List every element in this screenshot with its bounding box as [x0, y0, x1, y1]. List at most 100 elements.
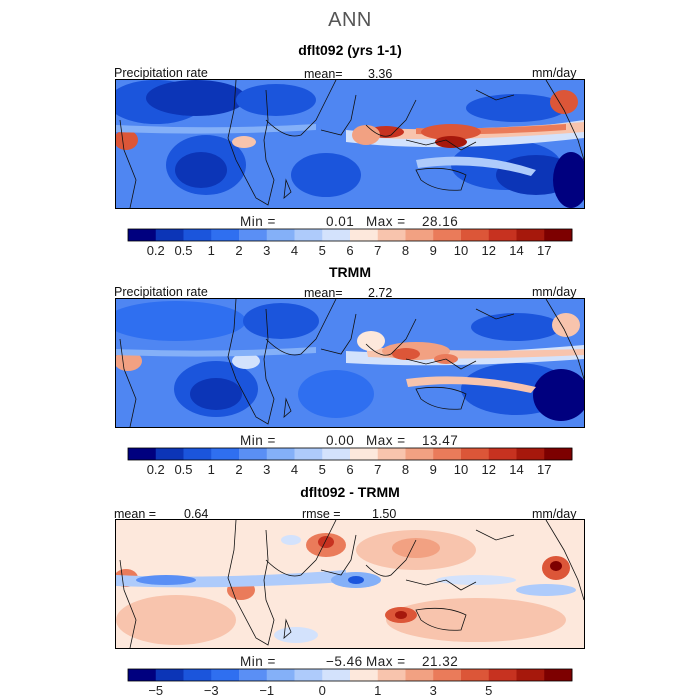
colorbar-tick-label: 9 [430, 243, 437, 258]
colorbar-tick-label: 7 [374, 243, 381, 258]
panel-1-map [115, 79, 585, 209]
panel-1-min-label: Min = [240, 214, 276, 229]
panel-2-mean-label: mean= [304, 286, 343, 300]
panel-3-map [115, 519, 585, 649]
colorbar-tick-label: −3 [204, 683, 219, 698]
colorbar-swatch [239, 229, 268, 241]
colorbar-swatch [461, 229, 490, 241]
colorbar-tick-label: 1 [208, 462, 215, 477]
panel-1-colorbar-svg: 0.2 0.5 1 2 3 4 5 6 7 8 9 10 12 14 17 [127, 228, 573, 258]
colorbar-tick-label: 2 [235, 462, 242, 477]
colorbar-tick-label: 1 [208, 243, 215, 258]
colorbar-swatch [266, 229, 295, 241]
colorbar-swatch [350, 448, 379, 460]
panel-2-variable-label: Precipitation rate [114, 285, 208, 299]
colorbar-swatch [488, 448, 517, 460]
colorbar-swatch [266, 669, 295, 681]
panel-3-title: dflt092 - TRMM [300, 484, 400, 500]
colorbar-tick-label: 9 [430, 462, 437, 477]
colorbar-tick-label: 7 [374, 462, 381, 477]
colorbar-tick-label: 3 [263, 462, 270, 477]
panel-2-max-label: Max = [366, 433, 406, 448]
colorbar-swatch [266, 448, 295, 460]
colorbar-swatch [183, 669, 212, 681]
panel-2-colorbar-svg: 0.2 0.5 1 2 3 4 5 6 7 8 9 10 12 14 17 [127, 447, 573, 477]
colorbar-swatch [155, 669, 184, 681]
colorbar-tick-label: 5 [319, 462, 326, 477]
panel-2-min-label: Min = [240, 433, 276, 448]
colorbar-swatch [155, 448, 184, 460]
colorbar-border [127, 668, 573, 682]
colorbar-tick-label: 2 [235, 243, 242, 258]
panel-3-max-value: 21.32 [422, 654, 459, 669]
panel-1-colorbar: 0.2 0.5 1 2 3 4 5 6 7 8 9 10 12 14 17 [127, 228, 573, 261]
panel-3-mean-label: mean = [114, 507, 157, 521]
colorbar-swatch [128, 229, 157, 241]
colorbar-swatch [350, 229, 379, 241]
colorbar-swatch [128, 669, 157, 681]
colorbar-tick-label: 3 [430, 683, 437, 698]
panel-2-max-value: 13.47 [422, 433, 459, 448]
colorbar-swatch [405, 669, 434, 681]
panel-2-title: TRMM [329, 264, 371, 280]
panel-1-mean-label: mean= [304, 67, 343, 81]
panel-3-colorbar-svg: −5 −3 −1 0 1 3 5 [127, 668, 573, 698]
colorbar-swatch [211, 229, 240, 241]
colorbar-swatch [350, 669, 379, 681]
colorbar-border [127, 447, 573, 461]
colorbar-swatch [544, 229, 573, 241]
colorbar-swatch [377, 669, 406, 681]
panel-2-mean-value: 2.72 [368, 286, 393, 300]
panel-1-variable-label: Precipitation rate [114, 66, 208, 80]
panel-1-mean-value: 3.36 [368, 67, 393, 81]
colorbar-swatch [377, 448, 406, 460]
colorbar-swatch [211, 448, 240, 460]
colorbar-swatch [211, 669, 240, 681]
colorbar-tick-label: 0.5 [174, 243, 192, 258]
colorbar-tick-label: 6 [346, 462, 353, 477]
panel-3-min-label: Min = [240, 654, 276, 669]
panel-3-min-value: −5.46 [326, 654, 363, 669]
colorbar-swatch [377, 229, 406, 241]
colorbar-swatch [239, 669, 268, 681]
colorbar-tick-label: 14 [509, 243, 523, 258]
panel-3-units-label: mm/day [532, 507, 577, 521]
colorbar-tick-label: 0.5 [174, 462, 192, 477]
panel-1-max-label: Max = [366, 214, 406, 229]
figure-title: ANN [328, 9, 372, 31]
colorbar-tick-label: 1 [374, 683, 381, 698]
panel-3-colorbar: −5 −3 −1 0 1 3 5 [127, 668, 573, 699]
colorbar-tick-label: 0.2 [147, 243, 165, 258]
colorbar-tick-label: 14 [509, 462, 523, 477]
colorbar-tick-label: 10 [454, 462, 468, 477]
colorbar-swatch [433, 229, 462, 241]
colorbar-swatch [128, 448, 157, 460]
colorbar-swatch [322, 448, 351, 460]
colorbar-tick-label: 5 [485, 683, 492, 698]
colorbar-swatch [322, 669, 351, 681]
colorbar-swatch [461, 448, 490, 460]
colorbar-swatch [488, 669, 517, 681]
panel-3-map-svg [116, 520, 584, 648]
colorbar-tick-label: −5 [148, 683, 163, 698]
colorbar-swatch [294, 669, 323, 681]
colorbar-swatch [239, 448, 268, 460]
panel-1-units-label: mm/day [532, 66, 577, 80]
colorbar-swatch [183, 448, 212, 460]
colorbar-tick-label: 8 [402, 243, 409, 258]
colorbar-swatch [488, 229, 517, 241]
colorbar-swatch [516, 448, 545, 460]
panel-1-max-value: 28.16 [422, 214, 459, 229]
colorbar-swatch [155, 229, 184, 241]
colorbar-swatch [516, 669, 545, 681]
colorbar-border [127, 228, 573, 242]
panel-1-title: dflt092 (yrs 1-1) [298, 42, 402, 58]
panel-2-units-label: mm/day [532, 285, 577, 299]
colorbar-tick-label: 4 [291, 462, 298, 477]
colorbar-tick-label: 17 [537, 243, 551, 258]
panel-2-map-svg [116, 299, 584, 427]
colorbar-tick-label: 6 [346, 243, 353, 258]
panel-1-min-value: 0.01 [326, 214, 355, 229]
panel-2-colorbar: 0.2 0.5 1 2 3 4 5 6 7 8 9 10 12 14 17 [127, 447, 573, 480]
colorbar-swatch [516, 229, 545, 241]
